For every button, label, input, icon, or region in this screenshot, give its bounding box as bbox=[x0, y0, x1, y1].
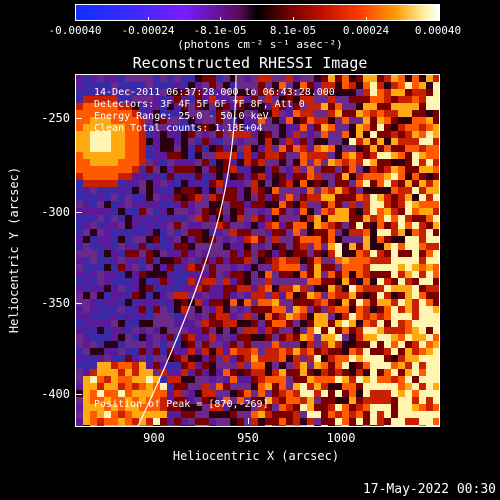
x-axis-title: Heliocentric X (arcsec) bbox=[172, 449, 340, 463]
info-peak-position: Position of Peak = [870,-269] bbox=[94, 399, 269, 410]
info-detectors: Detectors: 3F 4F 5F 6F 7F 8F, Att 0 bbox=[94, 99, 305, 110]
y-tick bbox=[76, 118, 82, 119]
colorbar-tick bbox=[75, 17, 76, 21]
y-tick-label: -250 bbox=[41, 111, 70, 125]
colorbar-tick bbox=[293, 17, 294, 21]
colorbar-tick bbox=[148, 17, 149, 21]
info-time-range: 14-Dec-2011 06:37:28.000 to 06:43:28.000 bbox=[94, 87, 335, 98]
colorbar-label: 0.00024 bbox=[342, 24, 390, 37]
x-tick bbox=[341, 418, 342, 424]
timestamp: 17-May-2022 00:30 bbox=[362, 482, 496, 497]
y-tick-label: -350 bbox=[41, 296, 70, 310]
colorbar-label: -0.00024 bbox=[121, 24, 175, 37]
y-tick bbox=[76, 212, 82, 213]
colorbar-tick bbox=[438, 17, 439, 21]
colorbar-label: -8.1e-05 bbox=[193, 24, 247, 37]
y-axis-title: Heliocentric Y (arcsec) bbox=[7, 166, 21, 334]
x-tick-label: 900 bbox=[143, 431, 165, 445]
colorbar-tick bbox=[220, 17, 221, 21]
x-tick-label: 1000 bbox=[326, 431, 356, 445]
x-tick-label: 950 bbox=[237, 431, 259, 445]
y-tick bbox=[76, 394, 82, 395]
y-tick-label: -400 bbox=[41, 387, 70, 401]
colorbar bbox=[75, 4, 440, 21]
heatmap-canvas bbox=[76, 75, 439, 426]
colorbar-label: 8.1e-05 bbox=[269, 24, 317, 37]
colorbar-label: 0.00040 bbox=[414, 24, 462, 37]
x-tick bbox=[248, 418, 249, 424]
y-tick bbox=[76, 303, 82, 304]
colorbar-label: -0.00040 bbox=[48, 24, 102, 37]
colorbar-tick bbox=[366, 17, 367, 21]
info-energy-range: Energy Range: 25.0 - 50.0 keV bbox=[94, 111, 269, 122]
plot-title: Reconstructed RHESSI Image bbox=[132, 54, 368, 72]
y-tick-label: -300 bbox=[41, 205, 70, 219]
colorbar-units: (photons cm⁻² s⁻¹ asec⁻²) bbox=[177, 38, 343, 51]
solar-limb-line bbox=[137, 75, 237, 426]
x-tick bbox=[154, 418, 155, 424]
rhessi-image: 14-Dec-2011 06:37:28.000 to 06:43:28.000… bbox=[75, 74, 440, 427]
info-counts: Clean Total counts: 1.13E+04 bbox=[94, 123, 263, 134]
